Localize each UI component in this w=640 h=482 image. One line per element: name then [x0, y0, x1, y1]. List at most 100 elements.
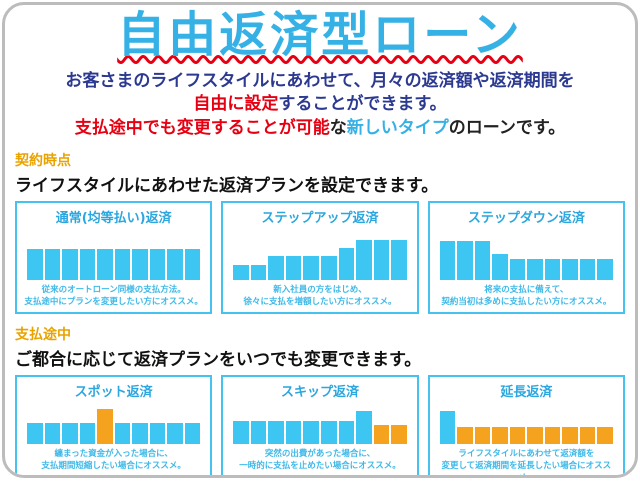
- payment-bar: [527, 427, 543, 444]
- payment-bar: [509, 427, 526, 444]
- payment-bar: [268, 256, 284, 281]
- page-title: 自由返済型ローン: [117, 7, 523, 63]
- caption-line: 新入社員の方をはじめ、: [273, 285, 367, 296]
- payment-bar: [149, 249, 166, 281]
- plan-card-title: ステップダウン返済: [467, 211, 585, 227]
- payment-bar: [320, 256, 337, 281]
- intro-line2-rest: することができます。: [278, 94, 447, 115]
- plan-card-title: ステップアップ返済: [261, 211, 379, 227]
- intro-line3-rest: のローンです。: [448, 118, 566, 139]
- intro-line1-text: お客さまのライフスタイルにあわせて、月々の返済額や返済期間を: [65, 70, 575, 91]
- plan-card-caption: 新入社員の方をはじめ、 徐々に支払を増額したい方にオススメ。: [229, 285, 410, 309]
- plan-cards-row-1: 通常(均等払い)返済 従来のオートローン同様の支払方法。 支払途中にプランを変更…: [15, 201, 625, 314]
- plan-card-title: 延長返済: [500, 384, 553, 400]
- plan-card-stepup: ステップアップ返済 新入社員の方をはじめ、 徐々に支払を増額したい方にオススメ。: [221, 201, 419, 314]
- payment-bar: [457, 427, 473, 444]
- intro-line-2: 自由に設定することができます。: [15, 93, 625, 117]
- payment-bar: [356, 411, 372, 444]
- payment-bar: [268, 421, 284, 444]
- plan-card-caption: 突然の出費があった場合に、 一時的に支払を止めたい場合にオススメ。: [229, 449, 410, 473]
- plan-cards-row-2: スポット返済 纏まった資金が入った場合に、 支払期間短縮したい場合にオススメ。 …: [15, 374, 625, 478]
- payment-bar: [167, 423, 183, 444]
- payment-bar: [474, 427, 491, 444]
- intro-text: お客さまのライフスタイルにあわせて、月々の返済額や返済期間を 自由に設定すること…: [15, 70, 625, 141]
- plan-card-normal: 通常(均等払い)返済 従来のオートローン同様の支払方法。 支払途中にプランを変更…: [15, 201, 213, 314]
- payment-bar: [285, 256, 302, 281]
- caption-line: 支払期間短縮したい場合にオススメ。: [41, 460, 186, 471]
- payment-bar: [338, 421, 355, 444]
- caption-line: 一時的に支払を止めたい場合にオススメ。: [239, 460, 401, 471]
- payment-bar: [303, 421, 319, 444]
- payment-bar: [62, 249, 78, 281]
- payment-bar: [27, 423, 43, 444]
- plan-card-title: 通常(均等払い)返済: [55, 211, 172, 227]
- payment-bar: [474, 241, 491, 281]
- intro-line3-particle: な: [329, 118, 347, 139]
- payment-bar: [457, 241, 473, 281]
- intro-line3-highlight: 支払途中でも変更することが可能: [74, 118, 330, 139]
- payment-bar: [320, 421, 337, 444]
- payment-bar: [562, 427, 578, 444]
- payment-bar: [79, 423, 96, 444]
- plan-bar-chart: [436, 230, 617, 281]
- plan-card-extend: 延長返済 ライフスタイルにあわせて返済額を 変更して返済期間を延長したい場合にオ…: [427, 374, 625, 478]
- payment-bar: [233, 265, 249, 281]
- payment-bar: [391, 425, 407, 444]
- payment-bar: [439, 411, 456, 444]
- section-heading-midway: ご都合に応じて返済プランをいつでも変更できます。: [15, 349, 422, 370]
- caption-line: ライフスタイルにあわせて返済額を: [458, 448, 595, 459]
- plan-bar-chart: [229, 404, 410, 444]
- payment-bar: [167, 249, 183, 281]
- section-mid-payment: 支払途中 ご都合に応じて返済プランをいつでも変更できます。 スポット返済 纏まっ…: [15, 324, 625, 478]
- plan-card-caption: ライフスタイルにあわせて返済額を 変更して返済期間を延長したい場合にオススメ。: [436, 448, 617, 478]
- payment-bar: [544, 259, 561, 281]
- plan-bar-chart: [229, 230, 410, 281]
- caption-line: 突然の出費があった場合に、: [264, 448, 376, 459]
- payment-bar: [114, 423, 131, 444]
- caption-line: 纏まった資金が入った場合に、: [54, 448, 173, 459]
- plan-card-title: スキップ返済: [280, 384, 359, 400]
- payment-bar: [149, 423, 166, 444]
- section-label-midway: 支払途中: [15, 326, 71, 343]
- payment-bar: [391, 240, 407, 281]
- payment-bar: [285, 421, 302, 444]
- payment-bar: [184, 423, 201, 444]
- intro-line2-highlight: 自由に設定: [193, 94, 279, 115]
- plan-card-title: スポット返済: [74, 384, 153, 400]
- plan-card-stepdown: ステップダウン返済 将来の支払に備えて、 契約当初は多めに支払したい方にオススメ…: [427, 201, 625, 314]
- payment-bar: [97, 408, 113, 444]
- intro-line-1: お客さまのライフスタイルにあわせて、月々の返済額や返済期間を: [15, 70, 625, 94]
- payment-bar: [132, 423, 148, 444]
- payment-bar: [79, 249, 96, 281]
- payment-bar: [597, 427, 613, 444]
- plan-card-spot: スポット返済 纏まった資金が入った場合に、 支払期間短縮したい場合にオススメ。: [15, 374, 213, 475]
- plan-card-caption: 纏まった資金が入った場合に、 支払期間短縮したい場合にオススメ。: [23, 449, 204, 473]
- plan-bar-chart: [23, 230, 204, 281]
- payment-bar: [132, 249, 148, 281]
- plan-card-caption: 将来の支払に備えて、 契約当初は多めに支払したい方にオススメ。: [436, 285, 617, 309]
- payment-bar: [562, 259, 578, 281]
- caption-line: 従来のオートローン同様の支払方法。: [41, 285, 186, 296]
- payment-bar: [27, 249, 43, 281]
- payment-bar: [44, 249, 61, 281]
- payment-bar: [579, 259, 596, 281]
- payment-bar: [250, 265, 267, 281]
- payment-bar: [303, 256, 319, 281]
- payment-bar: [373, 240, 390, 281]
- payment-bar: [527, 259, 543, 281]
- payment-bar: [114, 249, 131, 281]
- payment-bar: [184, 249, 201, 281]
- payment-bar: [44, 423, 61, 444]
- caption-line: 変更して返済期間を延長したい場合にオススメ。: [441, 460, 612, 478]
- payment-bar: [356, 240, 372, 281]
- plan-bar-chart: [436, 404, 617, 444]
- payment-bar: [97, 249, 113, 281]
- payment-bar: [439, 241, 456, 281]
- caption-line: 徐々に支払を増額したい方にオススメ。: [243, 296, 397, 307]
- payment-bar: [233, 421, 249, 444]
- section-contract-time: 契約時点 ライフスタイルにあわせた返済プランを設定できます。 通常(均等払い)返…: [15, 150, 625, 314]
- plan-bar-chart: [23, 404, 204, 444]
- caption-line: 支払途中にプランを変更したい方にオススメ。: [24, 296, 203, 307]
- payment-bar: [492, 427, 508, 444]
